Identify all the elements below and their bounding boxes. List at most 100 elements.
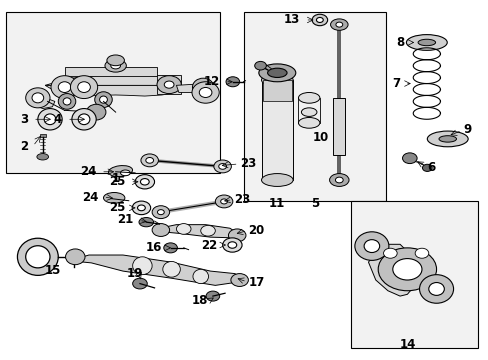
Ellipse shape (164, 81, 174, 88)
Ellipse shape (225, 77, 239, 87)
Ellipse shape (316, 18, 323, 22)
Ellipse shape (139, 217, 153, 227)
Ellipse shape (95, 92, 112, 108)
Ellipse shape (135, 175, 154, 189)
Text: 12: 12 (203, 75, 220, 88)
Ellipse shape (222, 238, 242, 252)
Ellipse shape (201, 225, 215, 236)
Ellipse shape (218, 163, 226, 169)
Ellipse shape (137, 205, 145, 211)
Text: 25: 25 (109, 175, 125, 188)
Ellipse shape (44, 114, 56, 125)
Ellipse shape (230, 274, 248, 287)
Text: 9: 9 (462, 123, 470, 136)
Bar (40, 134, 45, 137)
Ellipse shape (335, 177, 343, 183)
Ellipse shape (427, 131, 467, 147)
Ellipse shape (354, 232, 388, 260)
Ellipse shape (152, 206, 169, 219)
Ellipse shape (78, 82, 90, 93)
Ellipse shape (301, 108, 316, 116)
Ellipse shape (311, 14, 327, 26)
Bar (351, 202, 477, 348)
Ellipse shape (258, 64, 295, 82)
Ellipse shape (383, 248, 396, 258)
Ellipse shape (406, 35, 447, 50)
Ellipse shape (107, 55, 124, 66)
Ellipse shape (18, 238, 58, 275)
Ellipse shape (414, 248, 428, 258)
Polygon shape (159, 225, 237, 238)
Text: 23: 23 (233, 193, 249, 206)
Ellipse shape (220, 199, 227, 204)
Ellipse shape (254, 62, 266, 70)
Text: 8: 8 (396, 36, 404, 49)
Ellipse shape (26, 88, 50, 108)
Text: 3: 3 (20, 113, 28, 126)
Bar (263, 80, 291, 102)
Text: 2: 2 (20, 140, 28, 153)
Ellipse shape (330, 19, 347, 30)
Text: 13: 13 (284, 13, 300, 27)
Bar (6, 12, 220, 173)
Ellipse shape (58, 94, 76, 109)
Ellipse shape (63, 98, 71, 105)
Polygon shape (176, 84, 210, 93)
Ellipse shape (298, 117, 319, 128)
Ellipse shape (78, 114, 90, 125)
Ellipse shape (267, 68, 286, 77)
Ellipse shape (38, 109, 62, 130)
Ellipse shape (132, 278, 147, 289)
Ellipse shape (86, 104, 106, 120)
Ellipse shape (32, 93, 43, 103)
Text: 10: 10 (312, 131, 328, 144)
Ellipse shape (215, 195, 232, 208)
Ellipse shape (261, 174, 292, 186)
Ellipse shape (364, 240, 379, 252)
Ellipse shape (377, 248, 436, 291)
Ellipse shape (192, 78, 213, 96)
Ellipse shape (392, 258, 421, 280)
Ellipse shape (140, 179, 149, 185)
Ellipse shape (422, 164, 431, 171)
Text: 11: 11 (268, 197, 285, 210)
Ellipse shape (132, 257, 152, 275)
Bar (333, 98, 345, 155)
Text: 25: 25 (109, 201, 125, 214)
Ellipse shape (105, 59, 126, 72)
Ellipse shape (192, 82, 219, 103)
Ellipse shape (335, 22, 342, 27)
Ellipse shape (193, 269, 208, 284)
Text: 16: 16 (145, 241, 162, 255)
Text: 17: 17 (248, 276, 264, 289)
Ellipse shape (228, 229, 245, 242)
Ellipse shape (163, 243, 177, 253)
Ellipse shape (157, 210, 164, 215)
Polygon shape (28, 96, 55, 109)
Ellipse shape (198, 83, 207, 91)
Ellipse shape (100, 96, 107, 103)
Polygon shape (45, 85, 181, 96)
Ellipse shape (417, 39, 435, 46)
Ellipse shape (329, 174, 348, 186)
Text: 19: 19 (127, 267, 143, 280)
Ellipse shape (103, 193, 124, 203)
Text: 1: 1 (111, 172, 120, 185)
Ellipse shape (132, 201, 150, 215)
Text: 4: 4 (54, 113, 62, 126)
Ellipse shape (108, 166, 132, 176)
Ellipse shape (163, 261, 180, 277)
Text: 5: 5 (310, 197, 319, 210)
Ellipse shape (120, 170, 130, 176)
Text: 20: 20 (248, 224, 264, 237)
Text: 18: 18 (191, 294, 207, 307)
Ellipse shape (205, 291, 219, 301)
Ellipse shape (72, 109, 96, 130)
Ellipse shape (227, 242, 236, 248)
Polygon shape (368, 244, 428, 296)
Ellipse shape (58, 82, 71, 93)
Text: 21: 21 (117, 213, 133, 226)
Ellipse shape (261, 73, 292, 86)
Ellipse shape (438, 136, 456, 142)
Bar (64, 67, 157, 76)
